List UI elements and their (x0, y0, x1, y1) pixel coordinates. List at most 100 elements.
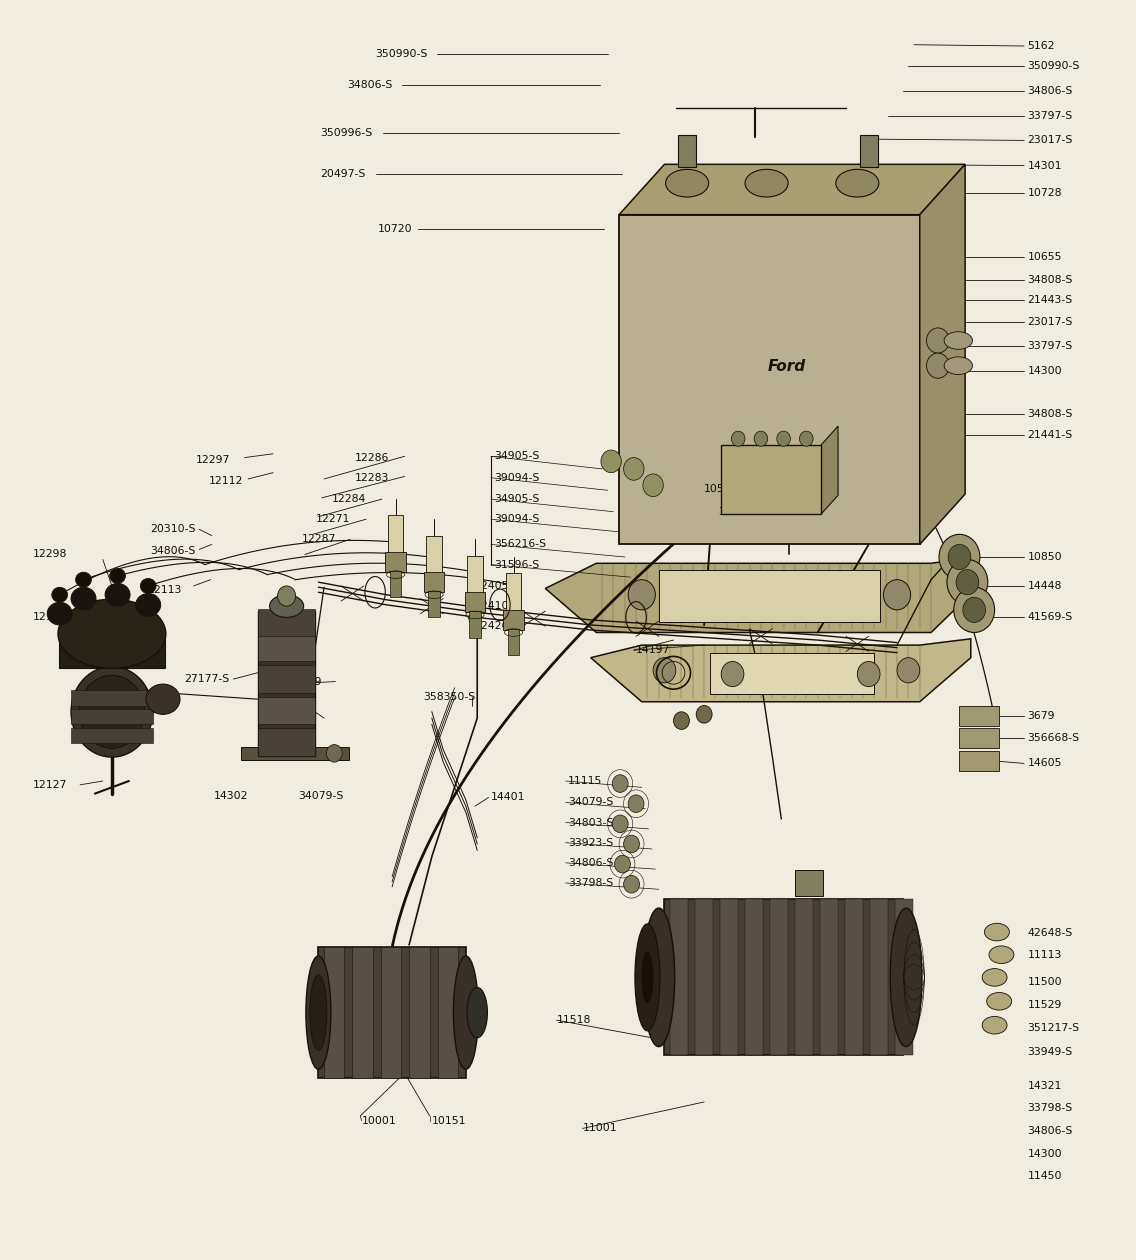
Bar (324, 948, 344, 1079)
Bar (770, 900, 788, 1056)
Bar (426, 536, 442, 573)
Ellipse shape (72, 667, 152, 757)
Bar (387, 515, 403, 553)
Text: 21443-S: 21443-S (1028, 295, 1072, 305)
Text: 11113: 11113 (1028, 950, 1062, 960)
Bar (845, 900, 863, 1056)
Text: 11518: 11518 (557, 1016, 591, 1026)
Polygon shape (920, 164, 966, 544)
Ellipse shape (836, 169, 879, 197)
Circle shape (949, 544, 971, 570)
Text: 350990-S: 350990-S (375, 49, 427, 58)
Circle shape (858, 662, 880, 687)
Text: 41569-S: 41569-S (1028, 612, 1072, 622)
Bar (960, 728, 1000, 748)
Ellipse shape (666, 169, 709, 197)
Text: 33795-S: 33795-S (718, 507, 763, 517)
Ellipse shape (987, 993, 1012, 1011)
Bar (59, 630, 165, 668)
Text: 34079-S: 34079-S (298, 791, 343, 801)
Circle shape (721, 662, 744, 687)
Ellipse shape (80, 675, 144, 748)
Ellipse shape (745, 169, 788, 197)
Bar (258, 611, 315, 756)
Bar (745, 900, 763, 1056)
Text: 33797-S: 33797-S (1028, 340, 1072, 350)
Text: 34079-S: 34079-S (568, 798, 613, 808)
Circle shape (800, 431, 813, 446)
Text: 14197: 14197 (636, 645, 670, 655)
Text: 34806-S: 34806-S (1028, 87, 1072, 96)
Circle shape (754, 431, 768, 446)
Text: 20497-S: 20497-S (320, 169, 366, 179)
Ellipse shape (105, 583, 130, 606)
Text: 10655: 10655 (1028, 252, 1062, 262)
Text: 12410: 12410 (475, 601, 509, 611)
Text: 12112: 12112 (208, 476, 243, 486)
Text: 33798-S: 33798-S (1028, 1104, 1072, 1114)
Bar (960, 706, 1000, 726)
Circle shape (696, 706, 712, 723)
Bar (795, 871, 824, 896)
Text: 12113: 12113 (148, 585, 183, 595)
Ellipse shape (72, 587, 97, 610)
Text: 33923-S: 33923-S (568, 838, 613, 848)
Bar (465, 592, 485, 612)
Ellipse shape (48, 602, 73, 625)
Text: Ford: Ford (767, 359, 805, 374)
Bar (258, 634, 315, 662)
Text: 358350-S: 358350-S (423, 692, 475, 702)
Circle shape (963, 597, 986, 622)
Ellipse shape (109, 568, 125, 583)
Text: 12284: 12284 (332, 494, 367, 504)
Text: 12029: 12029 (287, 677, 323, 687)
Circle shape (947, 559, 988, 605)
Circle shape (628, 795, 644, 813)
Bar (678, 135, 696, 166)
Text: 34803-S: 34803-S (568, 818, 613, 828)
Text: 23017-S: 23017-S (1028, 316, 1072, 326)
Circle shape (615, 856, 630, 873)
Text: 34806-S: 34806-S (150, 546, 195, 556)
Bar (258, 728, 315, 756)
Text: 356668-S: 356668-S (1028, 733, 1079, 743)
Bar (258, 609, 315, 636)
Bar (665, 900, 903, 1056)
Bar (960, 751, 1000, 771)
Bar (659, 570, 880, 622)
Circle shape (897, 658, 920, 683)
Ellipse shape (453, 956, 478, 1070)
Text: 3679: 3679 (1028, 711, 1055, 721)
Polygon shape (545, 557, 977, 633)
Text: 27177-S: 27177-S (184, 674, 229, 684)
Text: 34905-S: 34905-S (494, 494, 540, 504)
Text: 12405: 12405 (475, 581, 509, 591)
Ellipse shape (52, 587, 68, 602)
Text: 34808-S: 34808-S (1028, 275, 1072, 285)
Circle shape (653, 658, 676, 683)
Bar (795, 900, 813, 1056)
Circle shape (732, 431, 745, 446)
Text: 34806-S: 34806-S (1028, 1126, 1072, 1137)
Text: 12298: 12298 (33, 549, 67, 559)
Bar (820, 900, 838, 1056)
Bar (72, 728, 152, 743)
Text: 34806-S: 34806-S (568, 858, 613, 868)
Ellipse shape (891, 908, 922, 1047)
Ellipse shape (467, 988, 487, 1038)
Bar (381, 948, 401, 1079)
Circle shape (624, 835, 640, 853)
Bar (710, 653, 875, 694)
Text: 14605: 14605 (1028, 759, 1062, 769)
Text: 34808-S: 34808-S (1028, 408, 1072, 418)
Text: 21441-S: 21441-S (1028, 430, 1072, 440)
Circle shape (612, 815, 628, 833)
Polygon shape (241, 747, 349, 760)
Text: 350996-S: 350996-S (320, 127, 373, 137)
Text: 14300: 14300 (1028, 365, 1062, 375)
Bar (870, 900, 888, 1056)
Text: 12283: 12283 (354, 472, 389, 483)
Circle shape (884, 580, 911, 610)
Bar (670, 900, 688, 1056)
Text: 12127: 12127 (33, 780, 67, 790)
